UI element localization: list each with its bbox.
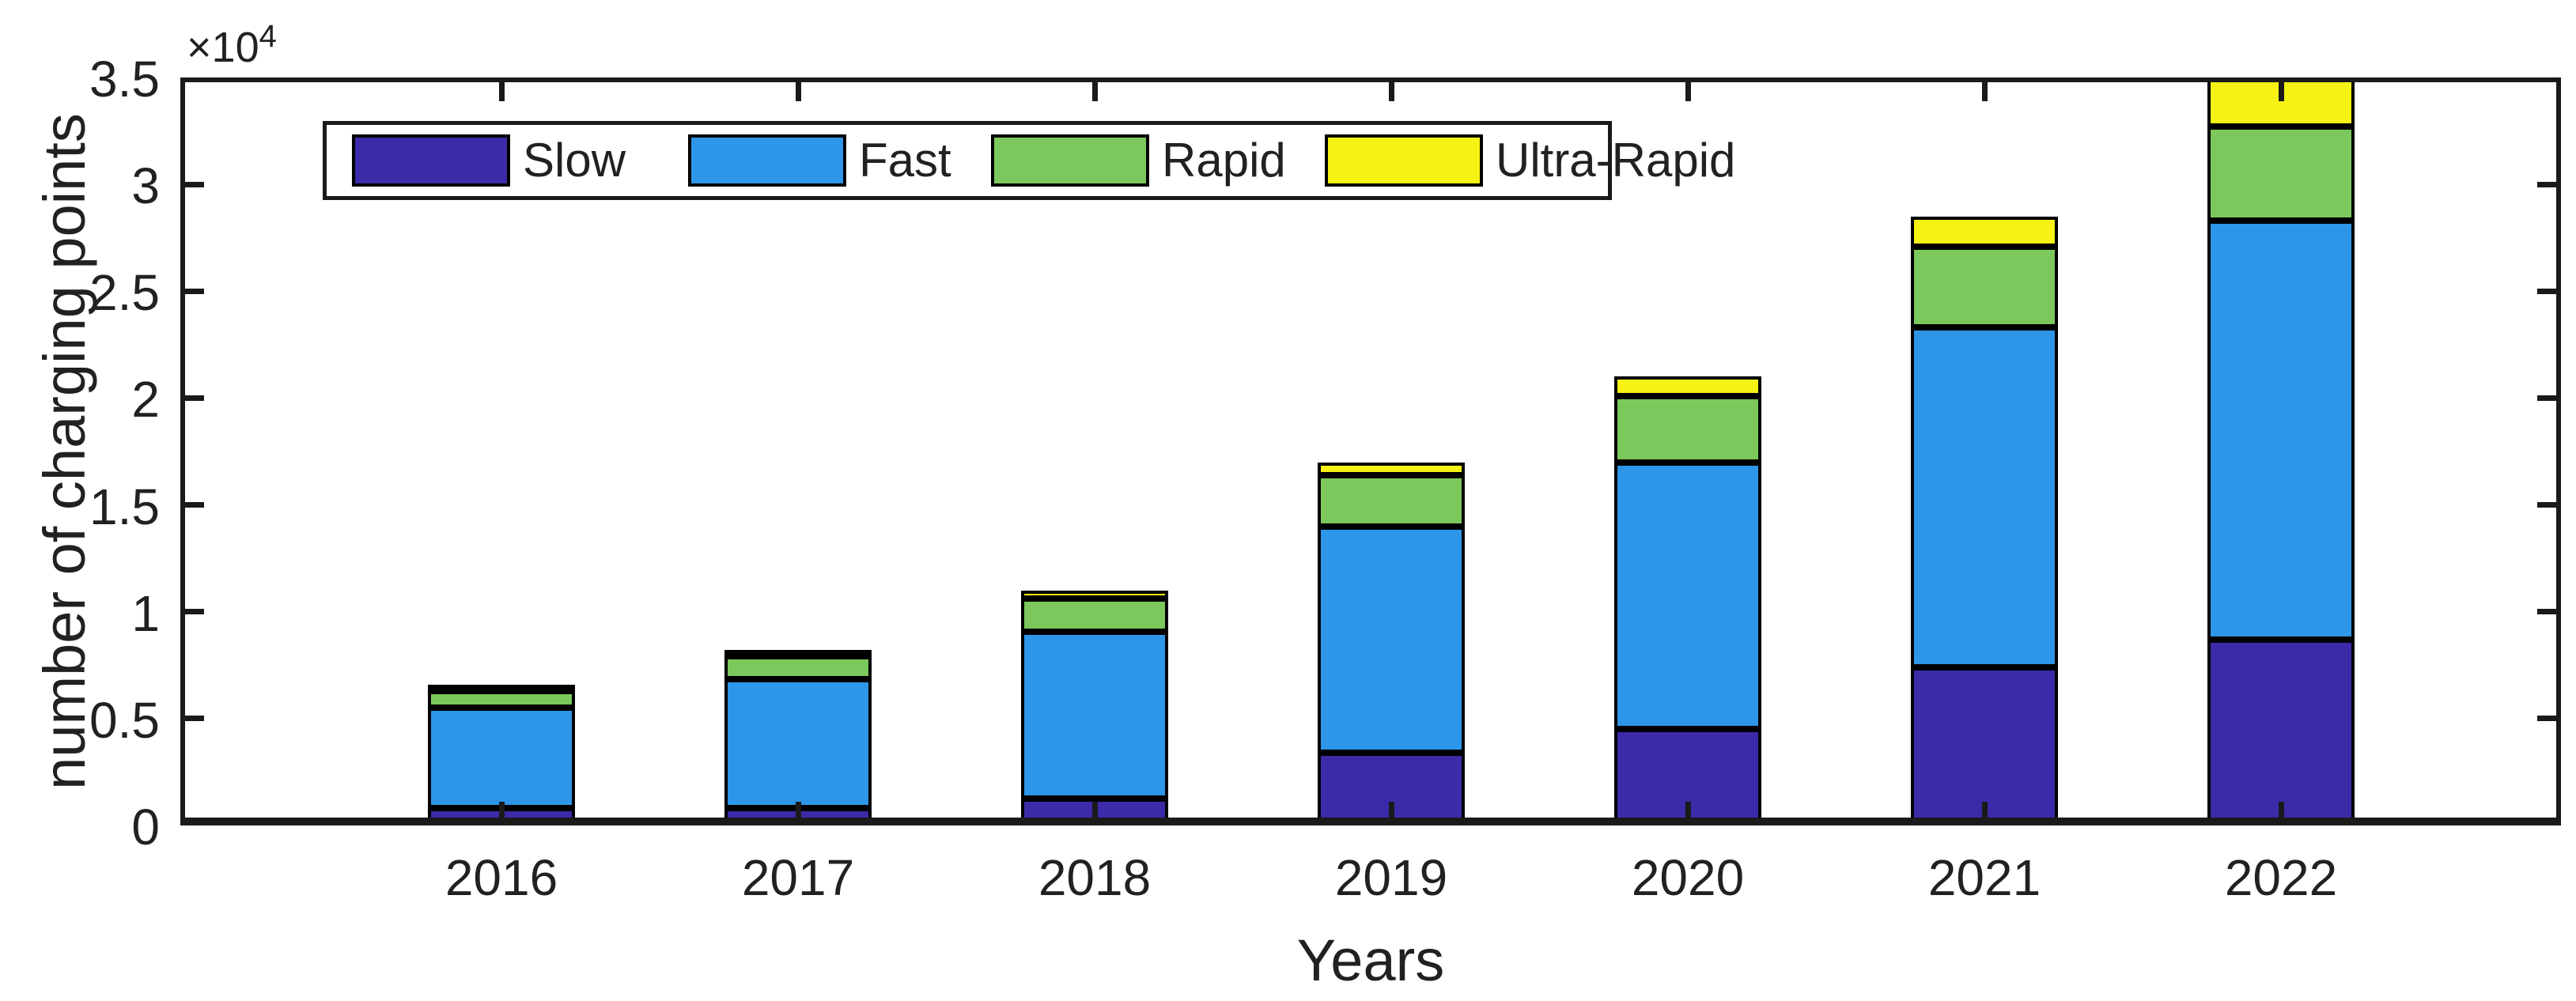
- y-tick-right-1.5: [2537, 502, 2561, 508]
- y-tick-3: [180, 181, 204, 187]
- x-tick-2020: [1685, 802, 1691, 825]
- bar-segment-rapid-2017: [724, 656, 872, 679]
- legend-label-ultra-rapid: Ultra-Rapid: [1496, 134, 1736, 187]
- bar-segment-fast-2022: [2207, 221, 2355, 640]
- x-tick-label-2016: 2016: [444, 849, 558, 906]
- x-tick-label-2020: 2020: [1631, 849, 1745, 906]
- y-tick-label-2: 2: [131, 371, 160, 429]
- legend-swatch-fast: [688, 134, 846, 187]
- y-tick-1.5: [180, 502, 204, 508]
- bar-segment-fast-2020: [1614, 462, 1761, 730]
- x-tick-2018: [1091, 802, 1098, 825]
- y-exponent-power: 4: [259, 19, 277, 54]
- bar-segment-rapid-2016: [428, 690, 575, 708]
- y-tick-0.5: [180, 716, 204, 722]
- x-tick-top-2017: [795, 77, 801, 101]
- legend-label-slow: Slow: [523, 134, 626, 187]
- x-tick-2021: [1981, 802, 1988, 825]
- y-tick-label-2.5: 2.5: [89, 264, 160, 322]
- y-tick-label-3.5: 3.5: [89, 51, 160, 108]
- x-tick-top-2018: [1091, 77, 1098, 101]
- y-tick-label-1: 1: [131, 584, 160, 642]
- legend: Slow Fast Rapid Ultra-Rapid: [323, 121, 1735, 200]
- bar-segment-ultra-rapid-2016: [428, 684, 575, 691]
- legend-swatch-slow: [352, 134, 510, 187]
- legend-item-slow: Slow: [352, 125, 626, 196]
- y-tick-label-0.5: 0.5: [89, 691, 160, 749]
- y-tick-right-1: [2537, 609, 2561, 615]
- legend-item-fast: Fast: [688, 125, 951, 196]
- legend-item-ultra-rapid: Ultra-Rapid: [1325, 125, 1735, 196]
- bar-segment-fast-2017: [724, 678, 872, 809]
- x-tick-2022: [2278, 802, 2284, 825]
- legend-swatch-rapid: [991, 134, 1149, 187]
- y-tick-label-3: 3: [131, 157, 160, 215]
- legend-label-fast: Fast: [859, 134, 951, 187]
- bar-segment-ultra-rapid-2019: [1318, 462, 1465, 475]
- x-tick-label-2017: 2017: [741, 849, 855, 906]
- x-tick-label-2022: 2022: [2224, 849, 2338, 906]
- bar-segment-ultra-rapid-2021: [1911, 216, 2058, 247]
- bar-segment-rapid-2018: [1021, 599, 1168, 633]
- bar-segment-rapid-2021: [1911, 246, 2058, 328]
- y-exponent-base: ×10: [187, 24, 259, 71]
- bar-segment-fast-2016: [428, 708, 575, 809]
- bar-segment-fast-2021: [1911, 327, 2058, 667]
- y-axis-label: number of charging points: [32, 113, 97, 790]
- x-axis-label: Years: [1296, 927, 1445, 993]
- x-tick-top-2021: [1981, 77, 1988, 101]
- bar-segment-fast-2018: [1021, 632, 1168, 799]
- y-tick-right-0.5: [2537, 716, 2561, 722]
- y-tick-label-1.5: 1.5: [89, 478, 160, 535]
- x-tick-top-2022: [2278, 77, 2284, 101]
- y-tick-2: [180, 395, 204, 401]
- x-tick-top-2019: [1388, 77, 1394, 101]
- bar-segment-fast-2019: [1318, 526, 1465, 754]
- y-tick-2.5: [180, 288, 204, 294]
- legend-label-rapid: Rapid: [1162, 134, 1286, 187]
- y-axis-exponent-label: ×104: [187, 21, 277, 69]
- x-tick-label-2018: 2018: [1038, 849, 1152, 906]
- bar-segment-ultra-rapid-2018: [1021, 590, 1168, 599]
- x-tick-top-2016: [498, 77, 505, 101]
- y-tick-label-0: 0: [131, 799, 160, 856]
- bar-segment-rapid-2020: [1614, 395, 1761, 463]
- bar-segment-ultra-rapid-2020: [1614, 376, 1761, 396]
- x-tick-label-2019: 2019: [1334, 849, 1448, 906]
- bar-segment-rapid-2019: [1318, 474, 1465, 527]
- bar-segment-slow-2022: [2207, 639, 2355, 825]
- legend-swatch-ultra-rapid: [1325, 134, 1483, 187]
- y-tick-right-2: [2537, 395, 2561, 401]
- y-tick-right-2.5: [2537, 288, 2561, 294]
- y-tick-right-3: [2537, 181, 2561, 187]
- y-tick-1: [180, 609, 204, 615]
- x-tick-label-2021: 2021: [1927, 849, 2041, 906]
- bar-segment-rapid-2022: [2207, 127, 2355, 221]
- x-tick-2017: [795, 802, 801, 825]
- bar-segment-ultra-rapid-2017: [724, 650, 872, 657]
- x-tick-2016: [498, 802, 505, 825]
- legend-item-rapid: Rapid: [991, 125, 1286, 196]
- x-tick-top-2020: [1685, 77, 1691, 101]
- x-tick-2019: [1388, 802, 1394, 825]
